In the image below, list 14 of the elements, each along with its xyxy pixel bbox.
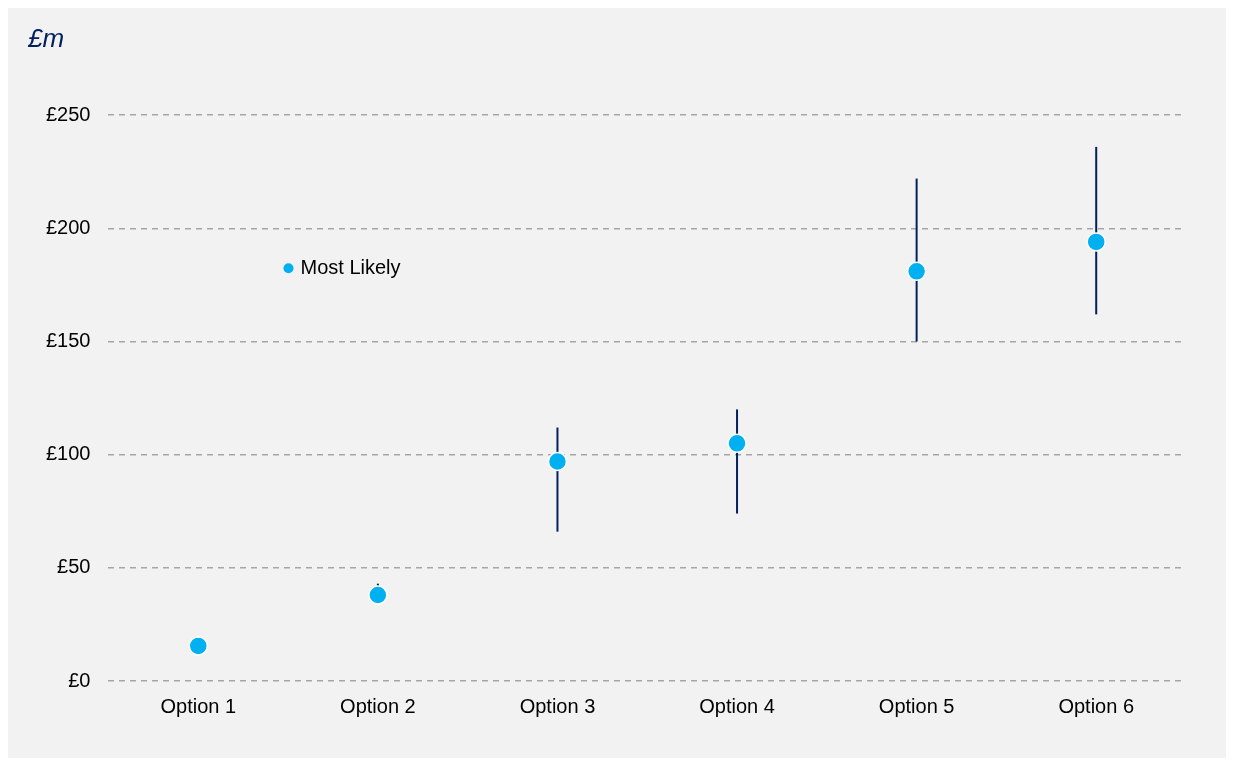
x-tick-label: Option 6 — [1058, 694, 1135, 717]
x-tick-label: Option 5 — [878, 694, 955, 717]
y-tick-label: £0 — [68, 668, 91, 691]
y-tick-label: £200 — [45, 215, 91, 238]
x-tick-label: Option 3 — [519, 694, 596, 717]
legend-label: Most Likely — [300, 255, 401, 278]
x-tick-label: Option 2 — [340, 694, 416, 717]
y-axis-title: £m — [27, 22, 65, 53]
y-tick-label: £100 — [45, 442, 91, 465]
x-tick-label: Option 1 — [160, 694, 237, 717]
y-tick-label: £50 — [57, 555, 91, 578]
y-tick-label: £250 — [45, 102, 91, 125]
x-tick-label: Option 4 — [699, 694, 775, 717]
y-tick-label: £150 — [45, 329, 91, 352]
